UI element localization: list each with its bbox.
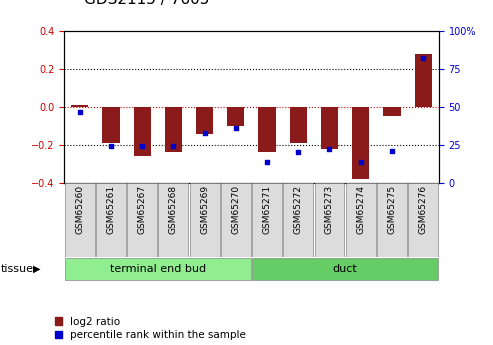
Bar xyxy=(227,107,245,126)
Bar xyxy=(290,107,307,143)
FancyBboxPatch shape xyxy=(315,183,345,257)
Text: GSM65274: GSM65274 xyxy=(356,185,365,234)
Text: GDS2115 / 7605: GDS2115 / 7605 xyxy=(84,0,209,7)
Text: GSM65273: GSM65273 xyxy=(325,185,334,234)
Text: GSM65272: GSM65272 xyxy=(294,185,303,234)
Point xyxy=(357,159,365,164)
Text: GSM65261: GSM65261 xyxy=(106,185,115,234)
Point xyxy=(294,150,302,155)
Text: GSM65269: GSM65269 xyxy=(200,185,209,234)
FancyBboxPatch shape xyxy=(158,183,188,257)
Text: tissue: tissue xyxy=(0,264,34,274)
Point xyxy=(201,130,209,136)
Text: GSM65260: GSM65260 xyxy=(75,185,84,234)
Text: ▶: ▶ xyxy=(33,264,40,274)
Text: GSM65271: GSM65271 xyxy=(263,185,272,234)
Bar xyxy=(196,107,213,134)
Point xyxy=(138,144,146,149)
FancyBboxPatch shape xyxy=(221,183,251,257)
FancyBboxPatch shape xyxy=(96,183,126,257)
Bar xyxy=(134,107,151,156)
FancyBboxPatch shape xyxy=(283,183,313,257)
Point xyxy=(419,56,427,61)
Text: GSM65268: GSM65268 xyxy=(169,185,178,234)
FancyBboxPatch shape xyxy=(65,183,95,257)
Text: duct: duct xyxy=(333,264,357,274)
Point xyxy=(170,144,177,149)
Text: GSM65270: GSM65270 xyxy=(231,185,240,234)
Bar xyxy=(415,54,432,107)
Text: GSM65275: GSM65275 xyxy=(387,185,396,234)
Bar xyxy=(165,107,182,152)
FancyBboxPatch shape xyxy=(252,258,438,280)
Text: terminal end bud: terminal end bud xyxy=(110,264,206,274)
Point xyxy=(107,144,115,149)
Point xyxy=(76,109,84,114)
FancyBboxPatch shape xyxy=(65,258,251,280)
FancyBboxPatch shape xyxy=(408,183,438,257)
Bar xyxy=(321,107,338,149)
FancyBboxPatch shape xyxy=(377,183,407,257)
Point xyxy=(232,126,240,131)
Point xyxy=(325,147,333,152)
Bar xyxy=(384,107,400,117)
Point xyxy=(388,148,396,154)
Bar xyxy=(352,107,369,179)
Bar xyxy=(103,107,119,143)
FancyBboxPatch shape xyxy=(346,183,376,257)
Bar xyxy=(258,107,276,152)
FancyBboxPatch shape xyxy=(252,183,282,257)
Legend: log2 ratio, percentile rank within the sample: log2 ratio, percentile rank within the s… xyxy=(55,317,246,340)
Point xyxy=(263,159,271,164)
Text: GSM65276: GSM65276 xyxy=(419,185,427,234)
FancyBboxPatch shape xyxy=(127,183,157,257)
FancyBboxPatch shape xyxy=(190,183,219,257)
Bar xyxy=(71,105,88,107)
Text: GSM65267: GSM65267 xyxy=(138,185,146,234)
